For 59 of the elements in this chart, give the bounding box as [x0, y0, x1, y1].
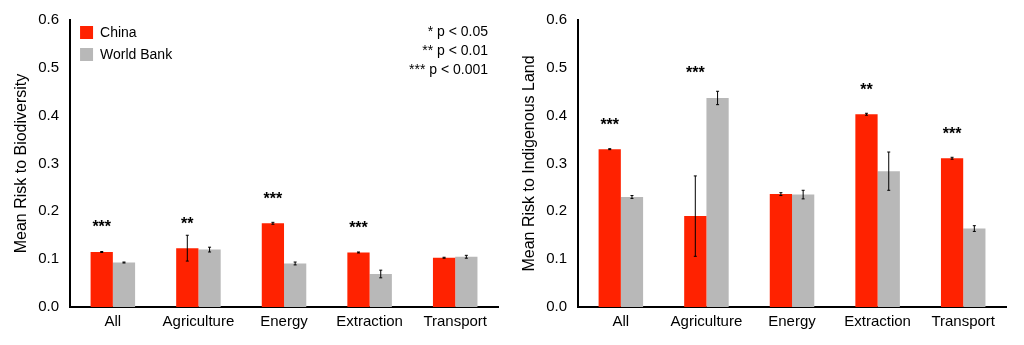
x-tick-label: Agriculture	[670, 312, 743, 330]
bar	[284, 263, 307, 307]
bar	[684, 216, 707, 307]
bar	[432, 257, 456, 307]
bar	[90, 251, 113, 307]
bar	[261, 223, 285, 307]
y-tick-label: 0.2	[38, 201, 60, 219]
y-tick-label: 0.3	[38, 153, 60, 171]
bar	[347, 252, 370, 307]
y-tick-label: 0.4	[38, 105, 60, 123]
bar	[176, 248, 199, 307]
annotation: * p < 0.05	[427, 22, 489, 39]
annotation: ***	[685, 64, 706, 82]
x-tick-label: Energy	[260, 312, 309, 330]
bar	[963, 228, 986, 307]
y-tick-label: 0.3	[546, 153, 568, 171]
y-axis-title: Mean Risk to Biodiversity	[12, 73, 30, 254]
x-tick-label: Energy	[768, 312, 817, 330]
y-tick-label: 0.2	[546, 201, 568, 219]
bar	[792, 194, 815, 307]
bar	[769, 194, 793, 307]
annotation: **	[181, 214, 195, 232]
annotation: ***	[263, 189, 284, 207]
annotation: ***	[92, 218, 112, 236]
y-tick-label: 0.1	[38, 249, 60, 267]
x-tick-label: Transport	[931, 312, 996, 330]
x-tick-label: Agriculture	[162, 312, 235, 330]
y-tick-label: 0.5	[38, 57, 60, 75]
bar	[877, 171, 900, 307]
bar	[112, 262, 136, 307]
legend-label: China	[100, 23, 137, 40]
legend-label: World Bank	[100, 45, 174, 62]
x-tick-label: All	[104, 312, 122, 330]
x-tick-label: Transport	[423, 312, 488, 330]
x-tick-label: All	[612, 312, 630, 330]
annotation: ***	[600, 115, 620, 133]
y-tick-label: 0.5	[546, 57, 568, 75]
annotation: *** p < 0.001	[408, 60, 489, 77]
bar	[455, 256, 478, 307]
bar	[940, 158, 964, 307]
bar	[598, 149, 621, 307]
y-tick-label: 0.6	[38, 10, 60, 28]
bar	[855, 114, 878, 307]
annotation: **	[860, 80, 874, 98]
x-tick-label: Extraction	[844, 312, 911, 330]
annotation: ** p < 0.01	[422, 41, 489, 58]
annotation: ***	[942, 124, 963, 142]
bar	[706, 97, 729, 307]
y-tick-label: 0.4	[546, 105, 568, 123]
annotation: ***	[349, 218, 369, 236]
y-tick-label: 0.0	[546, 297, 568, 315]
y-axis-title: Mean Risk to Indigenous Land	[520, 55, 538, 272]
bar	[620, 196, 644, 307]
x-tick-label: Extraction	[336, 312, 403, 330]
y-tick-label: 0.6	[546, 10, 568, 28]
y-tick-label: 0.1	[546, 249, 568, 267]
y-tick-label: 0.0	[38, 297, 60, 315]
bar	[369, 274, 392, 307]
bar	[198, 249, 221, 307]
